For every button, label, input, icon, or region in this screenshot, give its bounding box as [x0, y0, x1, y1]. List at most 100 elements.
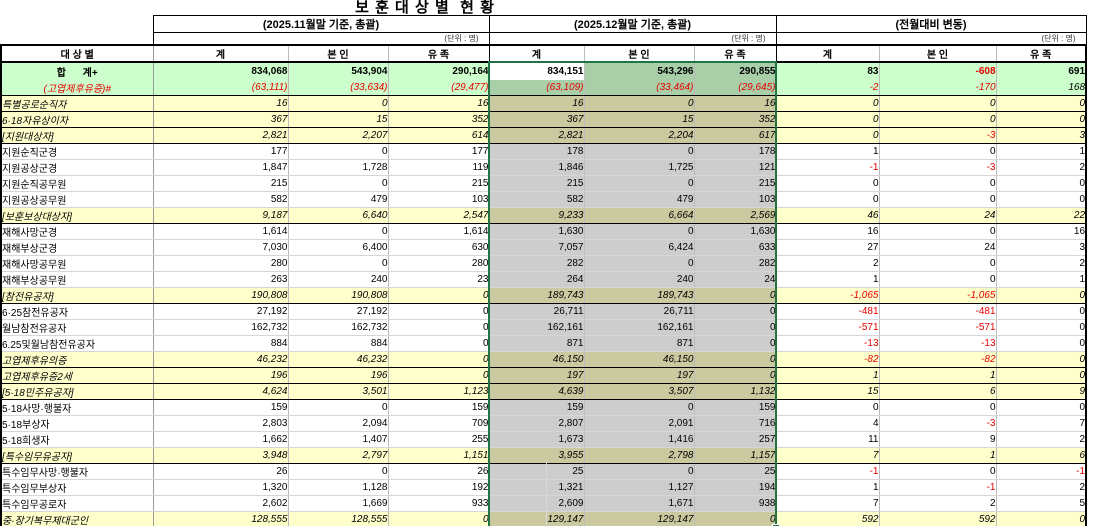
data-cell[interactable]: 0 — [584, 463, 695, 480]
data-cell[interactable]: 159 — [694, 399, 777, 416]
data-cell[interactable]: 0 — [288, 223, 389, 240]
data-cell[interactable]: 0 — [879, 191, 997, 208]
data-cell[interactable]: 0 — [776, 399, 880, 416]
data-cell[interactable]: -608 — [879, 61, 997, 80]
row-label[interactable]: 5·18부상자 — [0, 415, 154, 432]
data-cell[interactable]: 4,639 — [489, 383, 585, 400]
col-header-dec-survivor[interactable]: 유 족 — [694, 44, 777, 63]
data-cell[interactable]: 0 — [288, 463, 389, 480]
data-cell[interactable]: -481 — [879, 303, 997, 320]
data-cell[interactable]: 6,664 — [584, 207, 695, 224]
data-cell[interactable]: 190,808 — [288, 287, 389, 304]
row-label[interactable]: 지원순직군경 — [0, 143, 154, 160]
row-label[interactable]: 지원순직공무원 — [0, 175, 154, 192]
data-cell[interactable]: 27,192 — [153, 303, 289, 320]
data-cell[interactable]: 479 — [288, 191, 389, 208]
data-cell[interactable]: 0 — [996, 367, 1088, 384]
data-cell[interactable]: 0 — [996, 511, 1088, 526]
data-cell[interactable]: 0 — [288, 175, 389, 192]
data-cell[interactable]: 194 — [694, 479, 777, 496]
data-cell[interactable]: 25 — [489, 463, 585, 480]
data-cell[interactable]: 9 — [879, 431, 997, 448]
data-cell[interactable]: 0 — [996, 287, 1088, 304]
data-cell[interactable]: 0 — [584, 175, 695, 192]
data-cell[interactable]: 27 — [776, 239, 880, 256]
data-cell[interactable]: 0 — [388, 367, 490, 384]
data-cell[interactable]: 0 — [388, 351, 490, 368]
row-label[interactable]: [참전유공자] — [0, 287, 154, 304]
data-cell[interactable]: 592 — [879, 511, 997, 526]
data-cell[interactable]: 1,662 — [153, 431, 289, 448]
row-label[interactable]: 특수임무사망·행불자 — [0, 463, 154, 480]
label-column-header[interactable]: 대 상 별 — [0, 44, 154, 63]
data-cell[interactable]: 46,232 — [153, 351, 289, 368]
data-cell[interactable]: 543,904 — [288, 61, 389, 80]
data-cell[interactable]: -571 — [879, 319, 997, 336]
data-cell[interactable]: 16 — [996, 223, 1088, 240]
data-cell[interactable]: 7 — [996, 415, 1088, 432]
data-cell[interactable]: 6,400 — [288, 239, 389, 256]
data-cell[interactable]: 709 — [388, 415, 490, 432]
data-cell[interactable]: 280 — [388, 255, 490, 272]
data-cell[interactable]: -1,065 — [879, 287, 997, 304]
data-cell[interactable]: 1 — [776, 367, 880, 384]
data-cell[interactable]: 0 — [776, 111, 880, 128]
data-cell[interactable]: 46,150 — [489, 351, 585, 368]
data-cell[interactable]: 1,128 — [288, 479, 389, 496]
data-cell[interactable]: 0 — [996, 111, 1088, 128]
data-cell[interactable]: 543,296 — [584, 61, 695, 80]
data-cell[interactable]: 2,602 — [153, 495, 289, 512]
data-cell[interactable]: 264 — [489, 271, 585, 288]
data-cell[interactable]: 1,321 — [489, 479, 585, 496]
data-cell[interactable]: 0 — [694, 287, 777, 304]
data-cell[interactable]: 26,711 — [584, 303, 695, 320]
row-label[interactable]: 5·18희생자 — [0, 431, 154, 448]
data-cell[interactable]: 3,501 — [288, 383, 389, 400]
row-label[interactable]: 특수임무공로자 — [0, 495, 154, 512]
data-cell[interactable]: 215 — [153, 175, 289, 192]
data-cell[interactable]: 367 — [153, 111, 289, 128]
row-label[interactable]: 지원공상공무원 — [0, 191, 154, 208]
data-cell[interactable]: 7,030 — [153, 239, 289, 256]
data-cell[interactable]: 2,547 — [388, 207, 490, 224]
data-cell[interactable]: 2,807 — [489, 415, 585, 432]
data-cell[interactable]: 1 — [879, 367, 997, 384]
row-label[interactable]: 지원공상군경 — [0, 159, 154, 176]
data-cell[interactable]: 2 — [996, 159, 1088, 176]
data-cell[interactable]: 0 — [288, 255, 389, 272]
data-cell[interactable]: 6,640 — [288, 207, 389, 224]
data-cell[interactable]: 16 — [153, 95, 289, 112]
row-label[interactable]: [지원대상자] — [0, 127, 154, 144]
data-cell[interactable]: 1,614 — [153, 223, 289, 240]
data-cell[interactable]: -82 — [776, 351, 880, 368]
data-cell[interactable]: 240 — [584, 271, 695, 288]
data-cell[interactable]: 0 — [879, 143, 997, 160]
data-cell[interactable]: 16 — [489, 95, 585, 112]
data-cell[interactable]: 0 — [694, 367, 777, 384]
data-cell[interactable]: 1 — [776, 143, 880, 160]
data-cell[interactable]: 884 — [153, 335, 289, 352]
data-cell[interactable]: 1,132 — [694, 383, 777, 400]
data-cell[interactable]: 617 — [694, 127, 777, 144]
data-cell[interactable]: -481 — [776, 303, 880, 320]
data-cell[interactable]: 0 — [584, 399, 695, 416]
data-cell[interactable]: 871 — [584, 335, 695, 352]
data-cell[interactable]: 0 — [584, 255, 695, 272]
data-cell[interactable]: 16 — [694, 95, 777, 112]
data-cell[interactable]: (63,109) — [489, 80, 585, 96]
data-cell[interactable]: 24 — [694, 271, 777, 288]
data-cell[interactable]: 1,614 — [388, 223, 490, 240]
data-cell[interactable]: -3 — [879, 159, 997, 176]
col-header-diff-total[interactable]: 계 — [776, 44, 880, 63]
data-cell[interactable]: 2 — [996, 431, 1088, 448]
data-cell[interactable]: 3,948 — [153, 447, 289, 464]
data-cell[interactable]: -13 — [776, 335, 880, 352]
data-cell[interactable]: (29,645) — [694, 80, 777, 96]
row-label[interactable]: [5·18민주유공자] — [0, 383, 154, 400]
data-cell[interactable]: 0 — [694, 335, 777, 352]
data-cell[interactable]: 0 — [879, 223, 997, 240]
data-cell[interactable]: 0 — [694, 303, 777, 320]
data-cell[interactable]: 0 — [879, 271, 997, 288]
data-cell[interactable]: 1,320 — [153, 479, 289, 496]
data-cell[interactable]: 0 — [776, 95, 880, 112]
